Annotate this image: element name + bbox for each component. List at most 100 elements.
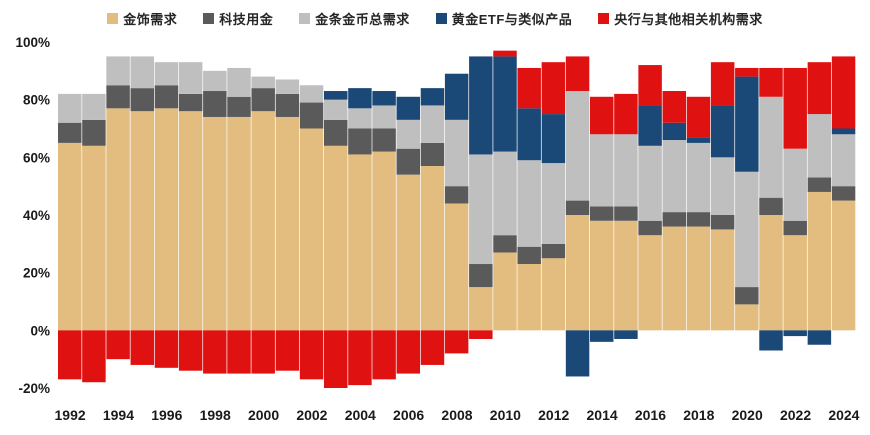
x-axis-tick-2020: 2020: [732, 407, 763, 423]
bar-segment-2022-bar-coin: [783, 148, 807, 221]
bar-segment-2015-bar-coin: [614, 134, 638, 207]
x-axis-tick-2008: 2008: [441, 407, 472, 423]
bar-segment-2009-technology: [469, 264, 493, 288]
bar-segment-2021-jewelry: [759, 215, 783, 331]
bar-segment-2009-bar-coin: [469, 154, 493, 265]
bar-segment-2007-technology: [420, 142, 445, 166]
bar-segment-2021-technology: [759, 197, 783, 215]
bar-segment-2008-jewelry: [444, 203, 469, 331]
bar-segment-2012-central-bank: [541, 62, 566, 115]
bar-segment-2011-central-bank: [517, 67, 541, 109]
bar-segment-2013-jewelry: [565, 215, 590, 331]
bar-segment-2006-technology: [396, 148, 421, 175]
bar-segment-1997-bar-coin: [178, 62, 203, 94]
bar-segment-2010-technology: [493, 235, 517, 253]
bar-segment-1995-jewelry: [130, 111, 155, 331]
chart-legend: 金饰需求 科技用金 金条金币总需求 黄金ETF与类似产品 央行与其他相关机构需求: [0, 6, 870, 30]
y-axis-tick-80%: 80%: [23, 93, 50, 108]
bar-segment-1995-central-bank: [130, 330, 155, 365]
bar-segment-1996-technology: [154, 85, 179, 109]
bar-segment-2008-technology: [444, 186, 469, 204]
bar-segment-2013-etf: [565, 330, 590, 377]
bar-segment-2005-central-bank: [372, 330, 396, 380]
bar-segment-2012-bar-coin: [541, 163, 566, 244]
x-axis-tick-2004: 2004: [345, 407, 376, 423]
bar-segment-2010-jewelry: [493, 252, 517, 331]
bar-segment-2023-bar-coin: [807, 114, 832, 178]
bar-segment-2005-technology: [372, 128, 396, 152]
bar-segment-2006-bar-coin: [396, 119, 421, 149]
bar-segment-1992-bar-coin: [58, 93, 82, 123]
bar-segment-1998-technology: [203, 91, 227, 117]
bar-segment-1994-technology: [106, 85, 130, 109]
bar-segment-2009-jewelry: [469, 287, 493, 331]
bar-segment-2000-jewelry: [251, 111, 275, 331]
legend-swatch-bar-coin: [299, 12, 311, 24]
x-axis-tick-2014: 2014: [587, 407, 618, 423]
bar-segment-2014-jewelry: [590, 220, 614, 331]
bar-segment-2005-jewelry: [372, 151, 396, 331]
bar-segment-2007-central-bank: [420, 330, 445, 365]
bar-segment-2014-etf: [590, 330, 614, 342]
stacked-bar-chart: 100% 80% 60% 40% 20% 0% -20% 1992 1994 1996 1998 20…: [15, 35, 859, 423]
bar-segment-2014-bar-coin: [590, 134, 614, 207]
bar-segment-1999-jewelry: [227, 116, 251, 331]
bar-segment-1993-technology: [82, 119, 106, 146]
bar-segment-1997-central-bank: [178, 330, 203, 371]
bar-segment-2000-bar-coin: [251, 76, 275, 89]
bar-segment-2004-jewelry: [348, 154, 372, 331]
bar-segment-2006-jewelry: [396, 174, 421, 331]
bar-segment-2022-jewelry: [783, 235, 807, 331]
x-axis-tick-2000: 2000: [248, 407, 279, 423]
bar-segment-2022-central-bank: [783, 67, 807, 149]
bar-segment-2000-central-bank: [251, 330, 275, 374]
bar-segment-2002-technology: [299, 102, 324, 129]
y-axis-tick-20%: 20%: [23, 266, 50, 281]
legend-label-technology: 科技用金: [219, 11, 274, 27]
bar-segment-1996-central-bank: [154, 330, 179, 368]
bar-segment-2019-technology: [710, 215, 735, 230]
bar-segment-2003-etf: [324, 91, 348, 100]
x-axis-tick-2024: 2024: [828, 407, 859, 423]
bar-segment-1992-technology: [58, 122, 82, 143]
bar-segment-2012-jewelry: [541, 258, 566, 331]
bar-segment-2022-technology: [783, 220, 807, 236]
bar-segment-2003-technology: [324, 119, 348, 146]
bar-segment-1997-jewelry: [178, 111, 203, 331]
y-axis-tick-100%: 100%: [15, 35, 50, 50]
bar-segment-2015-central-bank: [614, 93, 638, 135]
bar-segment-1993-jewelry: [82, 145, 106, 331]
bar-segment-2021-central-bank: [759, 67, 783, 97]
bar-segment-2009-etf: [469, 56, 493, 155]
bar-segment-2018-central-bank: [686, 96, 711, 138]
bar-segment-2020-technology: [735, 287, 759, 305]
bar-segment-2001-technology: [275, 93, 300, 117]
bar-segment-2023-central-bank: [807, 62, 832, 115]
bar-segment-2002-bar-coin: [299, 85, 324, 103]
bar-segment-1999-bar-coin: [227, 67, 251, 97]
legend-item-jewelry: 金饰需求: [107, 9, 177, 28]
legend-label-jewelry: 金饰需求: [123, 11, 178, 27]
bar-segment-2010-bar-coin: [493, 151, 517, 236]
legend-swatch-etf: [435, 12, 447, 24]
bar-segment-1992-central-bank: [58, 330, 82, 380]
bar-segment-2020-bar-coin: [735, 171, 759, 288]
bar-segment-2024-jewelry: [831, 200, 856, 331]
bar-segment-2011-etf: [517, 108, 541, 161]
bar-segment-2021-etf: [759, 330, 783, 351]
bar-segment-2007-bar-coin: [420, 105, 445, 143]
bar-segment-2008-etf: [444, 73, 469, 120]
y-axis-tick-0%: 0%: [30, 323, 50, 338]
legend-item-central-bank: 央行与其他相关机构需求: [598, 9, 763, 28]
bar-segment-2010-etf: [493, 56, 517, 152]
bar-segment-2013-bar-coin: [565, 91, 590, 201]
bar-segment-2017-bar-coin: [662, 140, 687, 213]
x-axis-tick-2018: 2018: [683, 407, 714, 423]
bar-segment-2013-technology: [565, 200, 590, 215]
bar-segment-2024-bar-coin: [831, 134, 856, 187]
bar-segment-2018-jewelry: [686, 226, 711, 331]
bar-segment-1993-central-bank: [82, 330, 106, 383]
bar-segment-2022-etf: [783, 330, 807, 337]
bar-segment-2024-central-bank: [831, 56, 856, 129]
bar-segment-2000-technology: [251, 88, 275, 112]
